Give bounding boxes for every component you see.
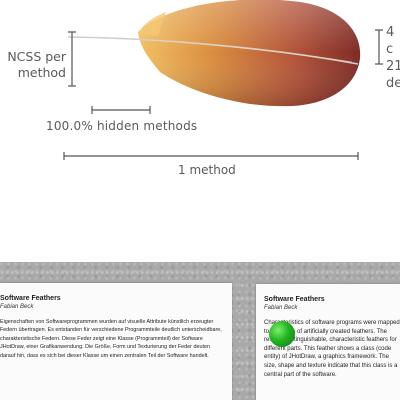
feather-diagram: NCSS per method 100.0% hidden methods 1 … — [7, 0, 400, 177]
green-marker-dot — [269, 321, 295, 347]
feather-drawing — [63, 0, 383, 160]
hidden-methods-bracket — [91, 106, 151, 114]
card-german: Software Feathers Fabian Beck Eigenschaf… — [0, 283, 232, 400]
card-body: Characteristics of software programs wer… — [264, 320, 400, 378]
ncss-bracket — [68, 31, 76, 87]
card-body: Eigenschaften von Softwareprogrammen wur… — [0, 319, 222, 359]
right-edge-label: 4 c 21 de — [386, 25, 400, 91]
card-author: Fabian Beck — [0, 304, 34, 310]
card-title: Software Feathers — [264, 296, 325, 303]
card-title: Software Feathers — [0, 295, 61, 302]
feather-shape — [138, 0, 361, 107]
card-author: Fabian Beck — [264, 305, 298, 311]
method-count-label: 1 method — [178, 163, 236, 177]
card-english: Software Feathers Fabian Beck Characteri… — [256, 284, 400, 400]
method-bracket — [63, 152, 359, 160]
hidden-methods-label: 100.0% hidden methods — [46, 119, 198, 133]
ncss-label: NCSS per method — [7, 49, 66, 80]
right-bracket — [375, 29, 383, 65]
